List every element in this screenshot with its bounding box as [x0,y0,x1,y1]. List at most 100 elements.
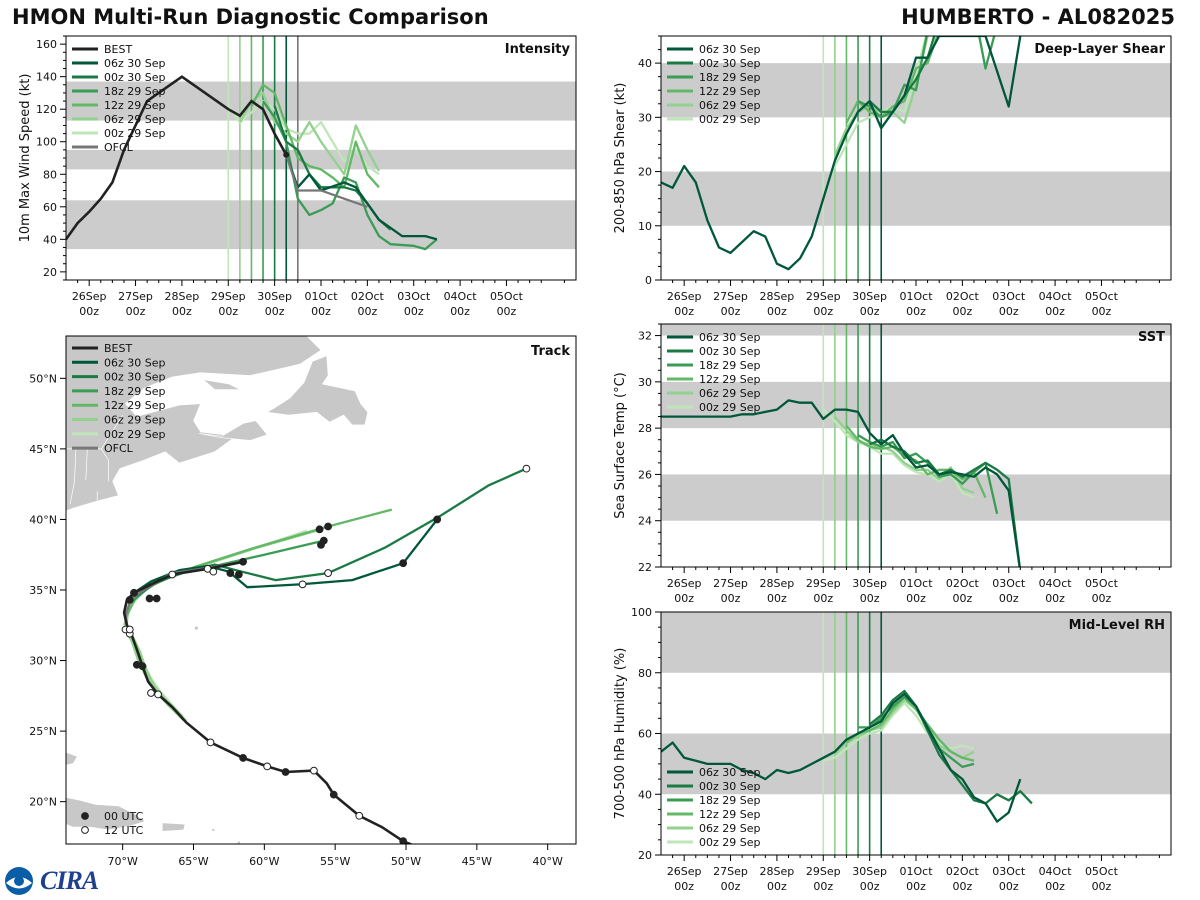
track-best-00z-marker-3 [239,754,247,762]
track-series-00z-30-sep [136,467,527,597]
rh-series-12z-29-sep [845,695,975,762]
sst-series-18z-29-sep [857,434,999,515]
sst-ytick-label-4: 30 [638,376,652,389]
shear-legend-label-0: 06z 30 Sep [699,43,761,56]
shear-xtick-label-7: 03Oct [992,290,1026,303]
north-america-land [66,336,322,512]
logo-text: CIRA [40,866,99,895]
shear-xtick-sublabel-3: 00z [813,305,833,318]
intensity-legend-label-4: 12z 29 Sep [104,99,166,112]
rh-xtick-sublabel-8: 00z [1045,880,1065,893]
track-06z-30-sep-12z-marker-0 [298,580,307,589]
hispaniola-land [66,797,146,831]
intensity-xtick-sublabel-1: 00z [126,305,146,318]
intensity-legend-label-7: OFCL [104,141,134,154]
rh-band-1 [661,612,1171,673]
track-plot-area [66,336,531,844]
intensity-xtick-sublabel-3: 00z [218,305,238,318]
track-series-06z-30-sep [133,518,439,594]
sst-ytick-label-1: 24 [638,515,652,528]
track-xtick-label-4: 50°W [391,855,421,868]
track-best-12z-marker-8 [125,625,134,634]
shear-ylabel: 200-850 hPa Shear (kt) [613,83,628,234]
intensity-series-06z-30-sep [285,154,438,241]
sst-ylabel: Sea Surface Temp (°C) [613,372,628,519]
intensity-legend-label-5: 06z 29 Sep [104,113,166,126]
rh-plot-area [661,612,1171,855]
sst-ytick-label-2: 26 [638,468,652,481]
cape-breton-land [199,420,268,441]
track-18z-29-sep-00z-marker-1 [317,540,325,549]
sst-ytick-label-3: 28 [638,422,652,435]
shear-xtick-label-0: 26Sep [667,290,702,303]
rh-band-0 [661,733,1171,795]
track-best-00z-marker-9 [125,595,134,604]
bermuda-land [194,626,198,630]
rh-xtick-label-8: 04Oct [1039,865,1073,878]
intensity-xtick-label-9: 05Oct [490,290,524,303]
track-06z-30-sep-00z-marker-1 [433,515,442,524]
shear-legend-label-2: 18z 29 Sep [699,71,761,84]
sst-legend-label-2: 18z 29 Sep [699,359,761,372]
state-border-1 [69,448,77,504]
rh-panel-title: Mid-Level RH [1069,618,1165,633]
track-ytick-label-2: 30°N [29,655,57,668]
track-ytick-label-5: 45°N [29,443,57,456]
track-legend-label-5: 06z 29 Sep [104,414,166,427]
leeward-island-land [237,841,241,844]
track-best-00z-marker-8 [130,588,138,597]
intensity-series-12z-29-sep [250,83,380,189]
track-best-12z-marker-1 [310,766,318,775]
intensity-ytick-label-6: 140 [36,71,57,84]
rh-series-00z-29-sep [823,701,975,762]
intensity-xtick-sublabel-5: 00z [311,305,331,318]
sst-band-1 [661,381,1171,429]
rh-ylabel: 700-500 hPa Humidity (%) [613,648,628,820]
rh-xtick-sublabel-5: 00z [906,880,926,893]
rh-xtick-sublabel-3: 00z [813,880,833,893]
sst-legend-label-5: 00z 29 Sep [699,401,761,414]
sst-legend-label-4: 06z 29 Sep [699,387,761,400]
rh-ytick-label-2: 60 [638,728,652,741]
track-best-12z-marker-5 [147,689,155,697]
intensity-ytick-label-4: 100 [36,136,57,149]
rh-xtick-sublabel-7: 00z [999,880,1019,893]
sst-xtick-sublabel-0: 00z [674,592,694,605]
shear-series-06z-30-sep [661,36,1022,271]
rh-xtick-label-7: 03Oct [992,865,1026,878]
shear-ytick-label-0: 0 [645,274,652,287]
track-06z-30-sep-00z-marker-2 [226,569,235,577]
sst-xtick-sublabel-9: 00z [1092,592,1112,605]
intensity-ofcl-line [285,154,368,208]
shear-ytick-label-4: 40 [638,57,652,70]
track-marker-legend-label-0: 00 UTC [104,810,144,823]
sst-xtick-label-7: 03Oct [992,577,1026,590]
intensity-plot-area [66,36,576,280]
track-early-run-2 [131,637,184,719]
shear-xtick-sublabel-4: 00z [860,305,880,318]
intensity-xtick-sublabel-0: 00z [79,305,99,318]
track-xtick-label-5: 45°W [462,855,492,868]
track-ytick-label-1: 25°N [29,725,57,738]
track-best-12z-marker-0 [355,811,364,820]
track-best-12z-marker-4 [154,690,162,699]
rh-ytick-label-4: 100 [631,606,652,619]
track-06z-30-sep-00z-marker-0 [399,559,408,568]
track-best-12z-marker-10 [168,570,177,579]
shear-xtick-sublabel-1: 00z [721,305,741,318]
intensity-xtick-label-0: 26Sep [72,290,107,303]
shear-band-0 [661,171,1171,226]
shear-panel-title: Deep-Layer Shear [1034,42,1165,57]
rh-legend-label-0: 06z 30 Sep [699,766,761,779]
sst-legend-label-3: 12z 29 Sep [699,373,761,386]
sst-series-06z-29-sep [834,415,975,494]
rh-xtick-sublabel-1: 00z [721,880,741,893]
intensity-xtick-sublabel-4: 00z [265,305,285,318]
rh-xtick-label-1: 27Sep [713,865,748,878]
intensity-series-18z-29-sep [262,100,438,251]
track-best-00z-marker-0 [399,837,408,844]
rh-xtick-sublabel-4: 00z [860,880,880,893]
shear-xtick-sublabel-5: 00z [906,305,926,318]
intensity-legend-label-2: 00z 30 Sep [104,71,166,84]
sst-xtick-sublabel-5: 00z [906,592,926,605]
